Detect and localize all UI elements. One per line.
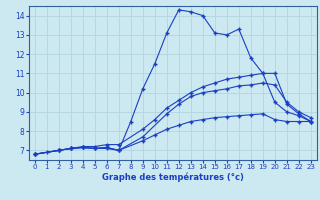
X-axis label: Graphe des températures (°c): Graphe des températures (°c) — [102, 173, 244, 182]
